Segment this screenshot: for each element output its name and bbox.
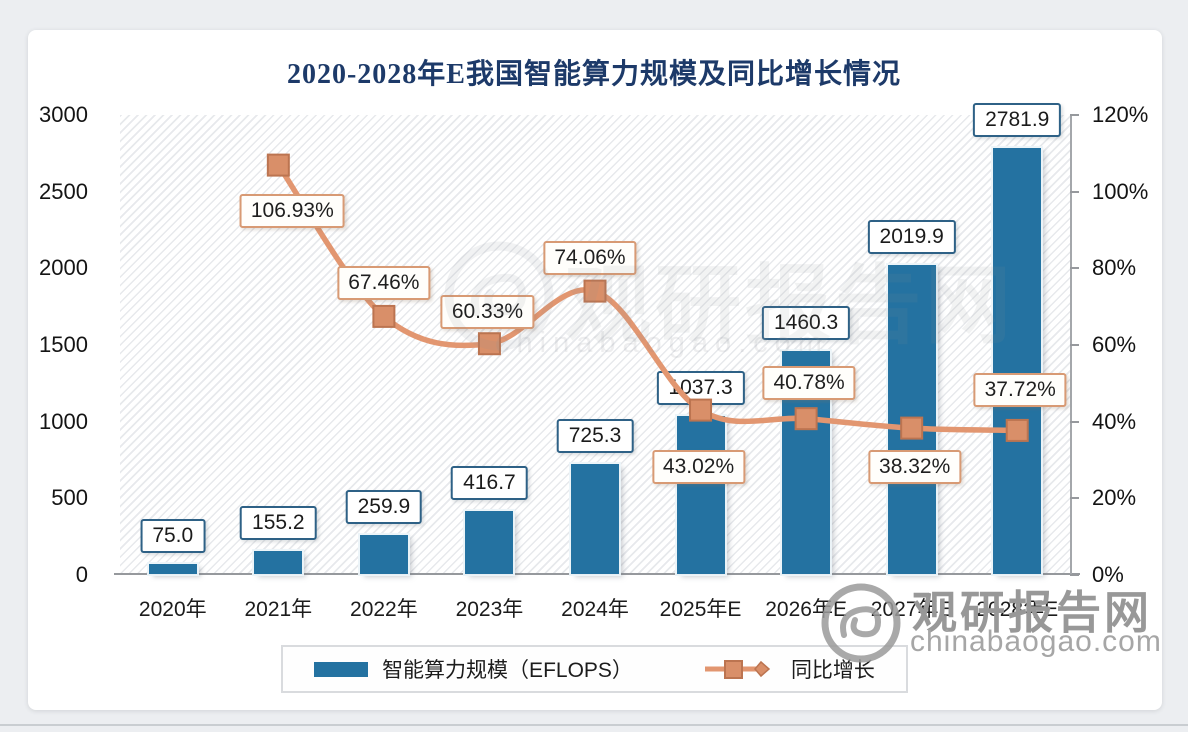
right-axis-tick: [1070, 574, 1079, 576]
x-axis-category-label: 2028年E: [976, 598, 1059, 621]
growth-percent-label: 38.32%: [868, 450, 962, 485]
legend: 智能算力规模（EFLOPS） 同比增长: [281, 645, 908, 693]
growth-percent-label: 37.72%: [973, 373, 1067, 408]
right-axis-tick: [1070, 190, 1079, 193]
bar-value-label: 2019.9: [867, 220, 956, 255]
computing-scale-bar: [676, 415, 725, 574]
bar-value-label: 75.0: [140, 518, 206, 553]
growth-percent-label: 43.02%: [651, 450, 746, 485]
page-bottom-divider: [0, 724, 1188, 726]
bar-value-label: 1037.3: [656, 370, 745, 405]
growth-percent-label: 74.06%: [543, 241, 637, 276]
right-axis-tick-label: 0%: [1092, 562, 1124, 587]
left-axis-tick-label: 1500: [39, 332, 88, 357]
growth-percent-label: 40.78%: [762, 365, 856, 400]
computing-scale-bar: [148, 563, 197, 574]
chart-title: 2020-2028年E我国智能算力规模及同比增长情况: [286, 59, 901, 90]
right-axis-tick: [1070, 497, 1079, 500]
site-logo-icon: [821, 583, 901, 663]
x-axis-category-label: 2024年: [561, 598, 629, 621]
right-axis-tick: [1070, 267, 1079, 270]
x-axis-category-label: 2023年: [455, 598, 524, 621]
x-axis-category-label: 2021年: [244, 598, 313, 621]
bar-value-label: 259.9: [345, 490, 423, 525]
bar-legend-swatch-icon: [314, 661, 369, 677]
bar-value-label: 155.2: [240, 506, 317, 541]
right-axis-tick-label: 40%: [1092, 408, 1137, 434]
computing-scale-bar: [571, 463, 619, 574]
computing-scale-bar: [359, 535, 408, 574]
left-axis-tick-label: 2000: [39, 255, 88, 281]
growth-percent-label: 67.46%: [337, 266, 431, 301]
left-axis-tick-label: 3000: [39, 102, 88, 127]
right-axis-tick-label: 20%: [1092, 485, 1137, 511]
bar-value-label: 725.3: [556, 418, 634, 453]
left-axis-tick-label: 500: [51, 485, 88, 511]
right-axis-tick: [1070, 344, 1079, 346]
corner-watermark-url: chinabaogao.com: [910, 625, 1162, 658]
bar-legend-label: 智能算力规模（EFLOPS）: [382, 659, 633, 682]
x-axis-category-label: 2020年: [138, 598, 207, 621]
bar-value-label: 2781.9: [973, 103, 1062, 138]
left-axis-tick-label: 0: [75, 562, 88, 587]
computing-scale-bar: [465, 511, 514, 574]
right-axis-tick: [1070, 420, 1079, 423]
right-axis-tick-label: 60%: [1092, 332, 1137, 357]
computing-scale-bar: [254, 551, 303, 574]
x-axis-category-label: 2022年: [350, 598, 418, 621]
corner-watermark-name: 观研报告网: [912, 587, 1153, 638]
growth-percent-label: 106.93%: [239, 194, 345, 229]
right-axis-tick-label: 80%: [1092, 255, 1137, 281]
computing-scale-bar: [993, 148, 1042, 574]
bar-value-label: 416.7: [451, 466, 528, 501]
left-axis-tick-label: 2500: [39, 178, 88, 204]
left-axis-tick-label: 1000: [39, 408, 88, 434]
computing-scale-bar: [887, 265, 936, 574]
right-axis-tick-label: 120%: [1092, 102, 1149, 127]
corner-watermark: 观研报告网 chinabaogao.com: [818, 576, 1163, 668]
line-legend-label: 同比增长: [790, 659, 875, 682]
line-legend-swatch-icon: [704, 660, 771, 679]
right-axis-tick-label: 100%: [1092, 178, 1149, 204]
growth-percent-label: 60.33%: [440, 294, 535, 329]
x-axis-line: [114, 573, 1080, 575]
bar-value-label: 1460.3: [761, 306, 851, 341]
right-axis-tick: [1070, 114, 1079, 116]
x-axis-category-label: 2025年E: [659, 598, 742, 621]
